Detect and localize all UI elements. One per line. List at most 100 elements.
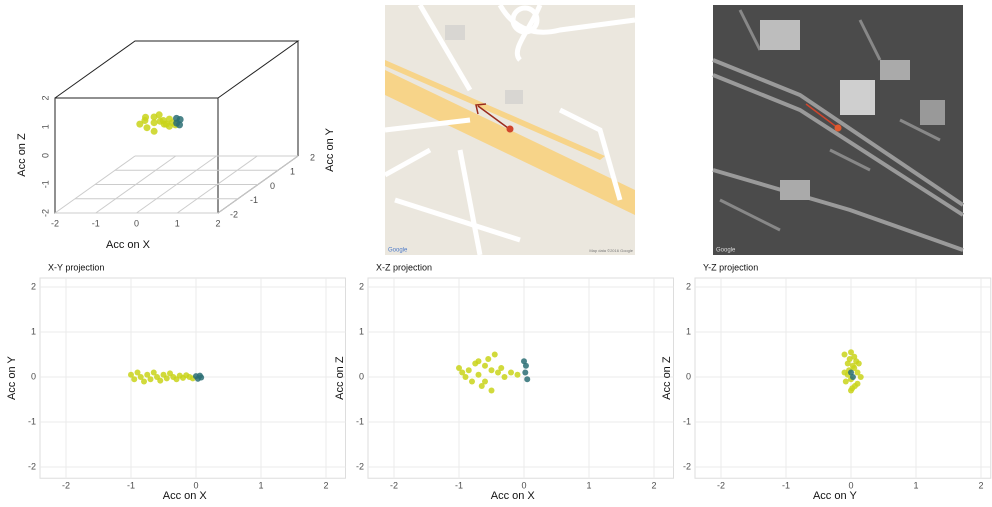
point — [508, 370, 514, 376]
y-tick-label: -2 — [230, 209, 238, 219]
x-axis-label: Acc on X — [491, 490, 536, 502]
panel-title: X-Y projection — [48, 262, 104, 272]
map-attribution: Google — [388, 248, 408, 254]
point — [856, 361, 862, 367]
point — [522, 370, 528, 376]
y-tick-label: 1 — [290, 167, 295, 177]
x-tick-label: -1 — [127, 481, 135, 491]
point — [498, 365, 504, 371]
y-axis-label: Acc on Z — [334, 356, 346, 400]
street-map: Google Map data ©2016 Google — [385, 5, 635, 255]
x-axis-label: Acc on X — [106, 239, 151, 251]
x-tick-label: -1 — [92, 218, 100, 228]
x-axis-label: Acc on X — [163, 490, 208, 502]
x-tick-label: -2 — [390, 481, 398, 491]
x-tick-label: -2 — [717, 481, 725, 491]
point — [156, 111, 163, 118]
y-tick-label: -1 — [250, 195, 258, 205]
z-tick-label: 2 — [40, 95, 50, 100]
point — [523, 363, 529, 369]
y-tick-label: -2 — [683, 461, 691, 471]
point — [142, 114, 149, 121]
point — [485, 356, 491, 362]
point — [151, 119, 158, 126]
point — [852, 383, 858, 389]
point — [492, 352, 498, 358]
point — [842, 370, 848, 376]
point — [157, 378, 163, 384]
y-tick-label: 2 — [359, 281, 364, 291]
point — [858, 374, 864, 380]
x-tick-label: 2 — [323, 481, 328, 491]
x-tick-label: -2 — [62, 481, 70, 491]
y-axis-label: Acc on Z — [661, 356, 673, 400]
point — [489, 388, 495, 394]
x-tick-label: -2 — [51, 218, 59, 228]
y-tick-label: 0 — [686, 371, 691, 381]
point — [482, 363, 488, 369]
point — [141, 379, 147, 385]
point — [476, 372, 482, 378]
y-tick-label: 2 — [686, 281, 691, 291]
satellite-map: Google — [713, 5, 963, 255]
y-tick-label: 1 — [359, 326, 364, 336]
z-tick-label: 1 — [40, 124, 50, 129]
y-tick-label: 2 — [31, 281, 36, 291]
z-tick-label: -1 — [40, 180, 50, 188]
x-tick-label: -1 — [455, 481, 463, 491]
point — [489, 367, 495, 373]
y-tick-label: 2 — [310, 152, 315, 162]
point — [524, 376, 530, 382]
x-tick-label: 2 — [978, 481, 983, 491]
x-tick-label: 0 — [134, 218, 139, 228]
point — [466, 367, 472, 373]
point — [850, 374, 856, 380]
x-tick-label: 2 — [215, 218, 220, 228]
x-tick-label: 1 — [258, 481, 263, 491]
x-tick-label: 2 — [651, 481, 656, 491]
figure: Google Map data ©2016 Google Google -2 -1… — [0, 0, 992, 507]
point — [151, 128, 158, 135]
x-tick-label: 1 — [913, 481, 918, 491]
point — [502, 374, 508, 380]
y-axis-label: Acc on Y — [324, 127, 336, 171]
map-credit: Map data ©2016 Google — [589, 248, 633, 253]
x-axis-label: Acc on Y — [813, 490, 857, 502]
panel-title: Y-Z projection — [703, 262, 758, 272]
y-tick-label: -1 — [683, 416, 691, 426]
point — [148, 376, 154, 382]
y-tick-label: -2 — [28, 461, 36, 471]
point — [515, 372, 521, 378]
plot-panel — [695, 278, 991, 478]
z-tick-label: 0 — [40, 153, 50, 158]
z-tick-label: -2 — [40, 209, 50, 217]
map-attribution: Google — [716, 248, 736, 254]
x-tick-label: -1 — [782, 481, 790, 491]
panel-title: X-Z projection — [376, 262, 432, 272]
point — [482, 379, 488, 385]
point — [847, 356, 853, 362]
z-axis-label: Acc on Z — [16, 133, 28, 177]
point — [177, 116, 184, 123]
point — [476, 358, 482, 364]
point — [850, 363, 856, 369]
point — [469, 379, 475, 385]
y-tick-label: 0 — [270, 181, 275, 191]
point — [198, 374, 204, 380]
point — [842, 352, 848, 358]
y-tick-label: 1 — [31, 326, 36, 336]
y-axis-label: Acc on Y — [6, 356, 18, 400]
point — [143, 124, 150, 131]
point — [463, 374, 469, 380]
point — [843, 379, 849, 385]
y-tick-label: 1 — [686, 326, 691, 336]
x-tick-label: 1 — [586, 481, 591, 491]
y-tick-label: 0 — [359, 371, 364, 381]
point — [131, 376, 137, 382]
point — [164, 375, 170, 381]
point — [848, 388, 854, 394]
y-tick-label: 0 — [31, 371, 36, 381]
y-tick-label: -1 — [356, 416, 364, 426]
y-tick-label: -1 — [28, 416, 36, 426]
plot-panel — [368, 278, 674, 478]
